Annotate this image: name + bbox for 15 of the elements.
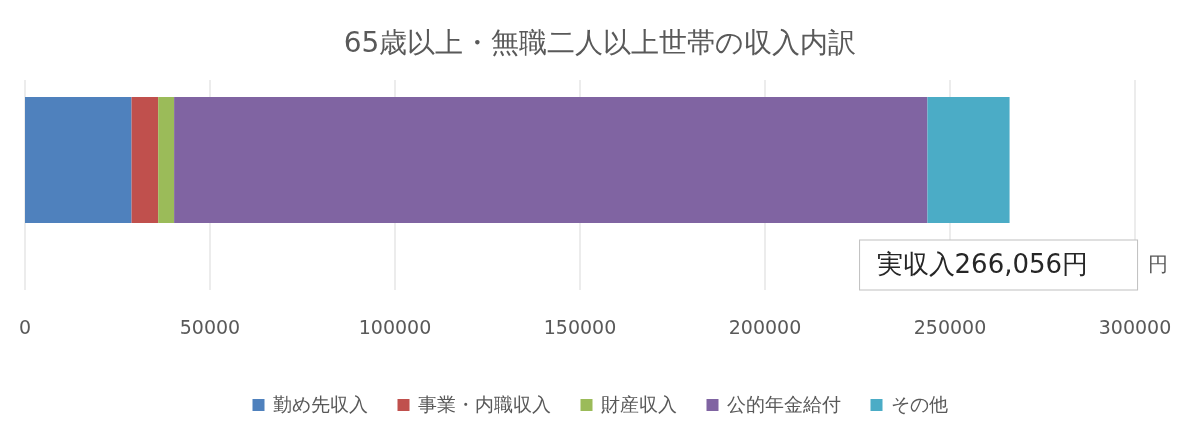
xtick: 100000 — [358, 315, 432, 338]
legend-label: 財産収入 — [600, 392, 677, 415]
legend-label: その他 — [890, 392, 948, 415]
xlabel: 円 — [1148, 251, 1168, 276]
xtick: 0 — [18, 315, 32, 338]
legend-label: 勤め先収入 — [272, 392, 368, 415]
xtick: 200000 — [728, 315, 802, 338]
annotation: 実収入266,056円 — [876, 248, 1089, 279]
title: 65歳以上・無職二人以上世帯の収入内訳 — [343, 26, 857, 59]
xtick: 150000 — [543, 315, 617, 338]
xtick: 50000 — [179, 315, 241, 338]
xtick: 300000 — [1098, 315, 1172, 338]
legend-label: 公的年金給付 — [726, 392, 841, 415]
legend-label: 事業・内職収入 — [417, 392, 551, 415]
xtick: 250000 — [913, 315, 987, 338]
